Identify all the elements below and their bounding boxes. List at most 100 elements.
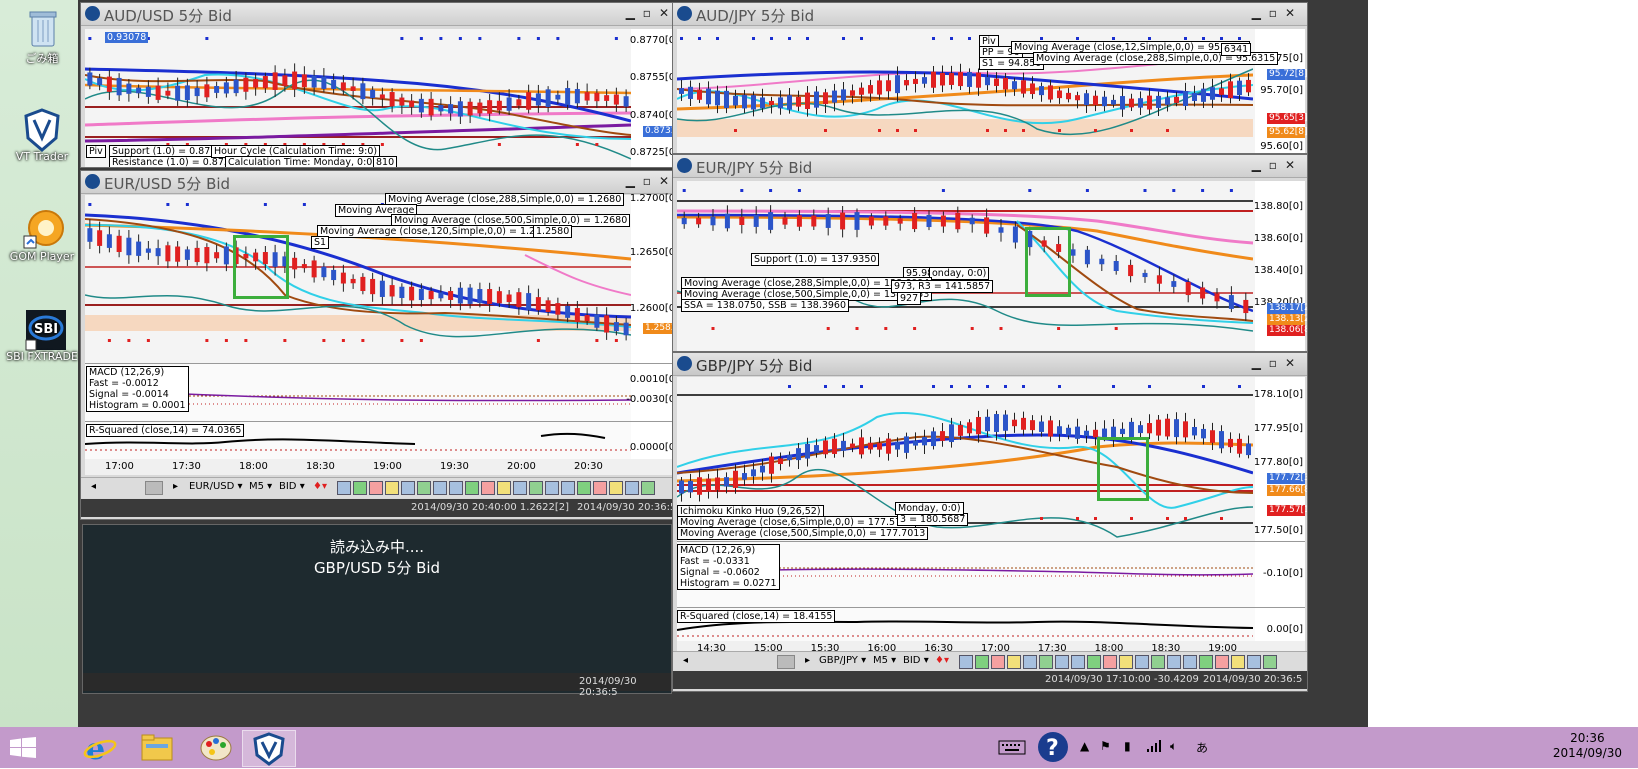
pair-select[interactable]: EUR/USD ▾ <box>189 481 243 492</box>
candle-type-icon[interactable]: ♦▾ <box>935 655 949 666</box>
chart-tool-icon[interactable] <box>625 481 639 495</box>
chart-tool-icon[interactable] <box>529 481 543 495</box>
price-chart-eurusd[interactable]: 1.2700[0] 1.2650[0] 1.2600[0] 1.2583[1] … <box>85 193 681 363</box>
chart-tool-icon[interactable] <box>991 655 1005 669</box>
scroll-thumb[interactable] <box>145 481 163 495</box>
chart-tool-icon[interactable] <box>1215 655 1229 669</box>
chart-tool-icon[interactable] <box>1263 655 1277 669</box>
help-icon[interactable]: ? <box>1037 731 1069 766</box>
chart-tool-icon[interactable] <box>369 481 383 495</box>
rsquared-pane[interactable]: R-Squared (close,14) = 74.0365 0.0000[0] <box>84 421 681 460</box>
window-titlebar[interactable]: AUD/JPY 5分 Bid ▁▫✕ <box>673 3 1307 26</box>
price-chart-eurjpy[interactable]: 138.80[0] 138.60[0] 138.40[0] 138.20[0] … <box>677 181 1307 351</box>
scroll-left-button[interactable]: ◂ <box>683 655 689 666</box>
macd-pane[interactable]: MACD (12,26,9) Fast = -0.0012 Signal = -… <box>85 363 681 422</box>
window-gbpusd-loading[interactable]: 読み込み中.... GBP/USD 5分 Bid 2014/09/30 20:3… <box>82 524 672 698</box>
window-titlebar[interactable]: AUD/USD 5分 Bid ▁▫✕ <box>81 3 681 26</box>
chart-tool-icon[interactable] <box>545 481 559 495</box>
taskbar-vt-trader[interactable] <box>242 730 296 767</box>
rsquared-pane[interactable]: R-Squared (close,14) = 18.4155 0.00[0] <box>676 607 1305 642</box>
window-audusd[interactable]: AUD/USD 5分 Bid ▁▫✕ 0.8770[0] <box>80 2 682 168</box>
chart-tool-icon[interactable] <box>1023 655 1037 669</box>
action-center-flag-icon[interactable]: ⚑ <box>1100 739 1111 753</box>
macd-pane[interactable]: MACD (12,26,9) Fast = -0.0331 Signal = -… <box>677 541 1305 608</box>
chart-tool-icon[interactable] <box>975 655 989 669</box>
taskbar-file-explorer[interactable] <box>132 730 184 765</box>
window-titlebar[interactable]: GBP/JPY 5分 Bid ▁▫✕ <box>673 353 1307 376</box>
chart-tool-icon[interactable] <box>401 481 415 495</box>
chart-canvas[interactable] <box>677 377 1253 541</box>
window-eurusd[interactable]: EUR/USD 5分 Bid ▁▫✕ 1.2700[0] <box>80 170 682 520</box>
chart-tool-icon[interactable] <box>481 481 495 495</box>
price-chart-gbpjpy[interactable]: 178.10[0] 177.95[0] 177.80[0] 177.50[0] … <box>677 377 1307 541</box>
chart-canvas[interactable] <box>85 29 631 167</box>
chart-canvas[interactable] <box>677 29 1253 153</box>
chart-tool-icon[interactable] <box>337 481 351 495</box>
candle-type-icon[interactable]: ♦▾ <box>313 481 327 492</box>
chart-tool-icon[interactable] <box>1183 655 1197 669</box>
window-controls[interactable]: ▁▫✕ <box>1251 6 1303 20</box>
chart-tool-icon[interactable] <box>1167 655 1181 669</box>
chart-tool-icon[interactable] <box>465 481 479 495</box>
timeframe-select[interactable]: M5 ▾ <box>873 655 897 666</box>
chart-tool-icon[interactable] <box>1231 655 1245 669</box>
desktop-icon-vt-trader[interactable]: VT Trader <box>6 108 78 163</box>
chart-tool-icon[interactable] <box>1071 655 1085 669</box>
window-eurjpy[interactable]: EUR/JPY 5分 Bid ▁▫✕ 1 <box>672 154 1308 352</box>
chart-tool-icon[interactable] <box>609 481 623 495</box>
chart-tool-icon[interactable] <box>1087 655 1101 669</box>
taskbar-internet-explorer[interactable]: e <box>74 730 126 767</box>
chart-tool-icon[interactable] <box>385 481 399 495</box>
chart-tool-icon[interactable] <box>561 481 575 495</box>
window-controls[interactable]: ▁▫✕ <box>1251 356 1303 370</box>
chart-tool-icon[interactable] <box>433 481 447 495</box>
chart-toolbar[interactable]: ◂ ▸ EUR/USD ▾ M5 ▾ BID ▾ ♦▾ <box>81 477 681 498</box>
window-controls[interactable]: ▁▫✕ <box>1251 158 1303 172</box>
timeframe-select[interactable]: M5 ▾ <box>249 481 273 492</box>
window-audjpy[interactable]: AUD/JPY 5分 Bid ▁▫✕ 95.75[0] 95.70[0] <box>672 2 1308 154</box>
scroll-left-button[interactable]: ◂ <box>91 481 97 492</box>
chart-tool-icon[interactable] <box>1103 655 1117 669</box>
chart-toolbar[interactable]: ◂ ▸ GBP/JPY ▾ M5 ▾ BID ▾ ♦▾ <box>673 651 1307 672</box>
window-titlebar[interactable]: EUR/JPY 5分 Bid ▁▫✕ <box>673 155 1307 178</box>
chart-tool-icon[interactable] <box>1247 655 1261 669</box>
keyboard-icon[interactable] <box>998 739 1026 758</box>
taskbar-clock[interactable]: 20:36 2014/09/30 <box>1553 731 1622 761</box>
chart-tool-icon[interactable] <box>577 481 591 495</box>
desktop-icon-sbi-fxtrade[interactable]: SBI SBI FXTRADE <box>6 308 78 363</box>
scroll-right-button[interactable]: ▸ <box>173 481 179 492</box>
side-select[interactable]: BID ▾ <box>903 655 929 666</box>
desktop-icon-recycle-bin[interactable]: ごみ箱 <box>6 8 78 66</box>
chart-tool-icon[interactable] <box>513 481 527 495</box>
show-hidden-icons-icon[interactable]: ▲ <box>1080 739 1090 753</box>
volume-icon[interactable]: 🔈︎ <box>1170 739 1178 753</box>
window-controls[interactable]: ▁▫✕ <box>625 6 677 20</box>
chart-tool-icon[interactable] <box>353 481 367 495</box>
chart-tool-icon[interactable] <box>497 481 511 495</box>
chart-tool-icon[interactable] <box>1119 655 1133 669</box>
ime-indicator[interactable]: あ <box>1196 741 1209 755</box>
chart-tool-icon[interactable] <box>641 481 655 495</box>
window-gbpjpy[interactable]: GBP/JPY 5分 Bid ▁▫✕ 178.10[0] <box>672 352 1308 692</box>
scroll-thumb[interactable] <box>777 655 795 669</box>
chart-tool-icon[interactable] <box>417 481 431 495</box>
price-chart-audjpy[interactable]: 95.75[0] 95.70[0] 95.60[0] 95.72[8] 95.6… <box>677 29 1307 153</box>
window-titlebar[interactable]: EUR/USD 5分 Bid ▁▫✕ <box>81 171 681 194</box>
chart-tool-icon[interactable] <box>593 481 607 495</box>
chart-tool-icon[interactable] <box>1007 655 1021 669</box>
chart-tool-icon[interactable] <box>959 655 973 669</box>
desktop-icon-gom-player[interactable]: GOM Player <box>6 208 78 263</box>
chart-tool-icon[interactable] <box>1055 655 1069 669</box>
chart-tool-icon[interactable] <box>1135 655 1149 669</box>
price-chart-audusd[interactable]: 0.8770[0] 0.8755[0] 0.8740[0] 0.8725[0] … <box>85 29 681 167</box>
pair-select[interactable]: GBP/JPY ▾ <box>819 655 867 666</box>
network-signal-icon[interactable] <box>1146 739 1162 756</box>
chart-tool-icon[interactable] <box>449 481 463 495</box>
start-button[interactable] <box>10 737 36 762</box>
battery-icon[interactable]: ▮ <box>1124 739 1131 753</box>
scroll-right-button[interactable]: ▸ <box>805 655 811 666</box>
price-axis[interactable]: 178.10[0] 177.95[0] 177.80[0] 177.50[0] <box>1254 377 1305 541</box>
side-select[interactable]: BID ▾ <box>279 481 305 492</box>
window-controls[interactable]: ▁▫✕ <box>625 174 677 188</box>
chart-tool-icon[interactable] <box>1199 655 1213 669</box>
